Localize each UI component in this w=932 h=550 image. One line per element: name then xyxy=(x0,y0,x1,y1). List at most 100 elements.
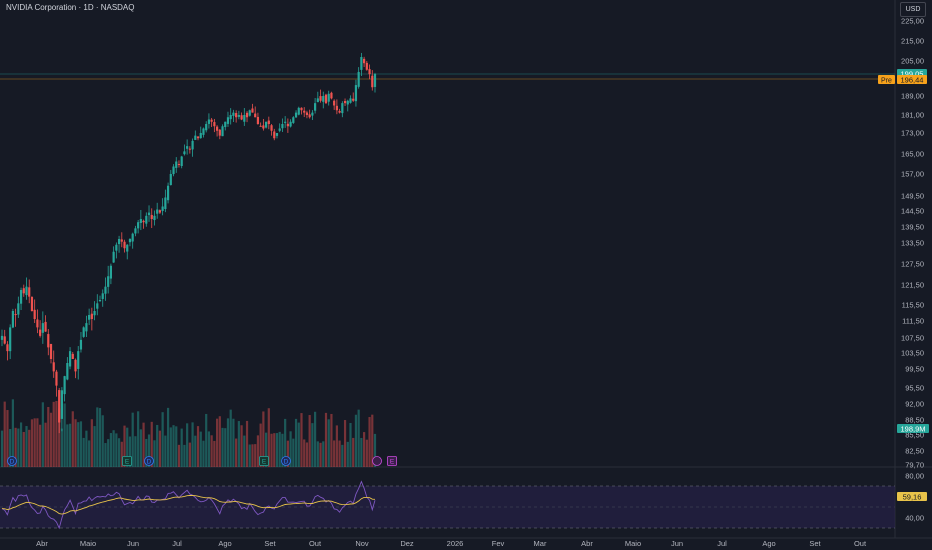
candle-body xyxy=(128,239,132,243)
candle-body xyxy=(292,117,295,123)
candle-body xyxy=(305,112,309,115)
marker-earnings[interactable]: E xyxy=(259,456,269,466)
candle-body xyxy=(55,371,58,386)
candle-body xyxy=(243,115,246,122)
volume-bar xyxy=(115,433,118,467)
candle-body xyxy=(49,343,53,359)
candle-body xyxy=(251,108,254,113)
volume-bar xyxy=(14,427,17,467)
volume-bar xyxy=(158,430,162,467)
price-tick-label: 173,00 xyxy=(901,129,924,138)
candle-body xyxy=(275,133,279,136)
volume-bar xyxy=(330,413,333,467)
marker-group[interactable] xyxy=(372,456,382,466)
price-tick-label: 225,00 xyxy=(901,17,924,26)
price-scale[interactable]: 225,00 215,00 205,00 189,00 181,00 173,00 165,… xyxy=(901,17,924,470)
candle-body xyxy=(210,119,213,122)
volume-bar xyxy=(120,441,123,467)
candle-body xyxy=(93,311,96,316)
candle-body xyxy=(6,344,9,352)
volume-bar xyxy=(153,440,156,467)
candle-body xyxy=(303,110,306,113)
candle-body xyxy=(79,339,83,350)
volume-bar xyxy=(0,430,4,467)
candle-body xyxy=(297,107,300,115)
candle-body xyxy=(196,136,200,139)
price-tick-label: 157,00 xyxy=(901,170,924,179)
marker-earnings[interactable]: E xyxy=(387,456,397,466)
currency-button[interactable]: USD xyxy=(900,2,926,17)
volume-bar xyxy=(363,432,366,467)
candle-body xyxy=(156,209,159,214)
time-axis[interactable]: Abr Maio Jun Jul Ago Set Out Nov Dez 2026 Fev Mar Ab… xyxy=(36,539,867,548)
marker-dividend[interactable]: D xyxy=(281,456,291,466)
svg-text:E: E xyxy=(262,459,267,466)
price-tick-label: 92,00 xyxy=(905,400,924,409)
rsi-value-badge xyxy=(897,492,927,501)
svg-text:D: D xyxy=(284,459,289,466)
volume-bar xyxy=(186,423,189,467)
candle-body xyxy=(191,140,194,150)
candle-body xyxy=(101,293,104,299)
volume-bar xyxy=(354,414,358,467)
candle-body xyxy=(270,125,273,131)
candle-body xyxy=(139,219,142,223)
marker-earnings[interactable]: E xyxy=(122,456,132,466)
candle-body xyxy=(365,62,368,70)
volume-bar xyxy=(368,417,371,467)
candle-body xyxy=(308,114,311,118)
candle-body xyxy=(373,74,377,87)
time-axis-label: Maio xyxy=(80,539,96,548)
time-axis-label: 2026 xyxy=(447,539,464,548)
volume-bar xyxy=(349,422,352,467)
volume-bars xyxy=(0,399,377,467)
price-tick-label: 121,50 xyxy=(901,281,924,290)
volume-bar xyxy=(262,411,265,467)
candle-body xyxy=(314,103,317,111)
candle-body xyxy=(311,112,314,116)
volume-bar xyxy=(199,431,202,467)
volume-bar xyxy=(303,439,306,467)
marker-dividend[interactable]: D xyxy=(7,456,17,466)
candle-body xyxy=(161,206,164,211)
time-axis-label: Out xyxy=(854,539,867,548)
candle-body xyxy=(158,210,162,213)
candle-body xyxy=(338,110,341,113)
rsi-lines xyxy=(1,480,376,530)
candle-body xyxy=(278,128,281,131)
price-tick-label: 144,50 xyxy=(901,207,924,216)
volume-bar xyxy=(251,444,254,467)
volume-bar xyxy=(254,444,257,467)
price-tick-label: 85,50 xyxy=(905,431,924,440)
candle-body xyxy=(71,353,74,359)
candle-body xyxy=(112,251,115,263)
candle-body xyxy=(22,288,25,294)
volume-bar xyxy=(25,426,28,467)
time-axis-label: Fev xyxy=(492,539,505,548)
candle-body xyxy=(96,303,99,309)
volume-bar xyxy=(177,444,181,467)
candle-body xyxy=(354,85,358,102)
price-tick-label: 189,00 xyxy=(901,92,924,101)
candle-body xyxy=(349,98,352,103)
volume-bar xyxy=(224,428,227,467)
candle-body xyxy=(256,116,260,124)
volume-bar xyxy=(112,430,115,467)
price-tick-label: 181,00 xyxy=(901,111,924,120)
volume-bar xyxy=(66,424,69,467)
volume-bar xyxy=(90,419,93,467)
candle-body xyxy=(145,215,148,224)
volume-bar xyxy=(139,429,142,467)
candle-body xyxy=(316,98,319,103)
volume-bar xyxy=(196,426,200,467)
marker-dividend[interactable]: D xyxy=(144,456,154,466)
volume-bar xyxy=(292,438,295,467)
candle-body xyxy=(352,98,355,101)
volume-bar xyxy=(44,422,47,467)
candle-body xyxy=(28,287,31,297)
candle-body xyxy=(240,115,243,120)
volume-bar xyxy=(324,412,328,467)
candle-body xyxy=(126,244,129,252)
